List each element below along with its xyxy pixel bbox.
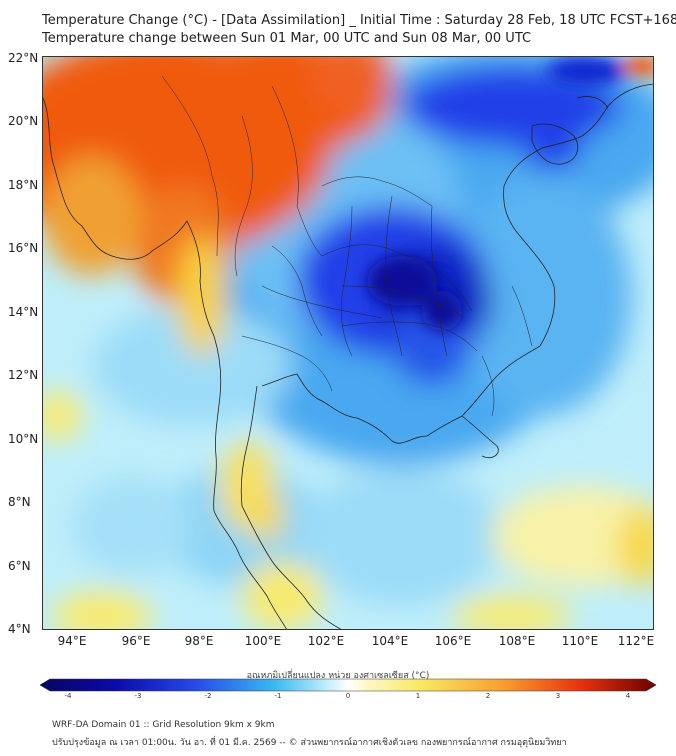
colorbar-tick: 3 [555,692,561,700]
colorbar-tick: 0 [345,692,351,700]
lon-label: 106°E [434,634,472,648]
lon-label: 104°E [371,634,409,648]
lat-label: 20°N [8,114,39,128]
lon-label: 102°E [307,634,345,648]
lon-label: 110°E [561,634,599,648]
lon-label: 98°E [184,634,214,648]
colorbar [40,678,656,692]
footer-credit: ปรับปรุงข้อมูล ณ เวลา 01:00น. วัน อา. ที… [52,738,567,748]
lat-label: 10°N [8,432,39,446]
map-subtitle: Temperature change between Sun 01 Mar, 0… [42,31,532,46]
lat-label: 6°N [8,559,31,573]
coastlines [42,83,654,630]
lat-label: 8°N [8,495,31,509]
lat-label: 18°N [8,178,39,192]
lat-label: 12°N [8,368,39,382]
colorbar-tick: 4 [625,692,631,700]
admin-borders [161,75,533,417]
colorbar-tick: -2 [204,692,212,700]
lat-label: 14°N [8,305,39,319]
footer-domain-info: WRF-DA Domain 01 :: Grid Resolution 9km … [52,720,275,730]
map-frame [42,56,654,630]
colorbar-tick: 1 [415,692,421,700]
map-title: Temperature Change (°C) - [Data Assimila… [42,13,676,28]
lat-label: 22°N [8,51,39,65]
temperature-change-map [42,56,654,630]
colorbar-tick: -3 [134,692,142,700]
lat-label: 4°N [8,622,31,636]
temperature-field [42,56,654,630]
colorbar-tick: -1 [274,692,282,700]
colorbar-tick: -4 [64,692,72,700]
lat-label: 16°N [8,241,39,255]
lon-label: 96°E [121,634,151,648]
lon-label: 94°E [57,634,87,648]
colorbar-tick: 2 [485,692,491,700]
lon-label: 112°E [617,634,655,648]
lon-label: 108°E [498,634,536,648]
colorbar-title: อุณหภูมิเปลี่ยนแปลง หน่วย องศาเซลเซียส (… [246,671,430,681]
lon-label: 100°E [244,634,282,648]
